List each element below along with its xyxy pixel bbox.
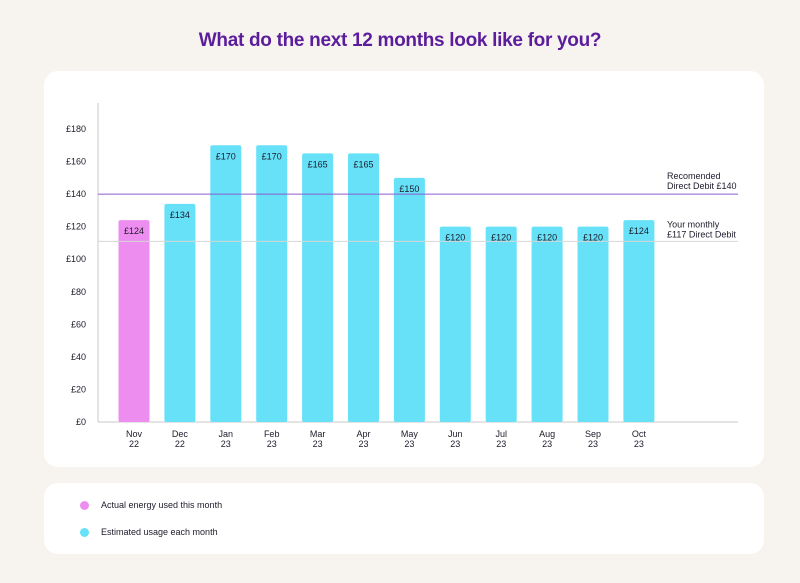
y-tick-label: £140 xyxy=(66,189,86,199)
x-tick-label-year: 22 xyxy=(175,439,185,449)
bar-apr-23 xyxy=(348,153,379,422)
x-tick-label-year: 23 xyxy=(313,439,323,449)
y-tick-label: £160 xyxy=(66,157,86,167)
x-tick-label-year: 23 xyxy=(404,439,414,449)
x-tick-label-month: Jul xyxy=(495,429,507,439)
legend-card: Actual energy used this month Estimated … xyxy=(44,483,764,554)
x-tick-label-year: 23 xyxy=(542,439,552,449)
bar-value-label: £150 xyxy=(399,184,419,194)
bar-value-label: £120 xyxy=(537,233,557,243)
y-tick-label: £0 xyxy=(76,417,86,427)
x-tick-label-year: 23 xyxy=(588,439,598,449)
bar-value-label: £124 xyxy=(124,226,144,236)
x-tick-label-year: 23 xyxy=(634,439,644,449)
x-tick-label-month: Sep xyxy=(585,429,601,439)
y-tick-label: £180 xyxy=(66,124,86,134)
legend-swatch-actual xyxy=(80,500,89,510)
bar-may-23 xyxy=(393,177,425,422)
current-debit-label: £117 Direct Debit xyxy=(667,229,736,239)
x-tick-label-month: Feb xyxy=(264,429,280,439)
x-tick-label-month: Jan xyxy=(219,429,234,439)
legend-item-actual: Actual energy used this month xyxy=(80,500,222,510)
bar-value-label: £124 xyxy=(629,226,649,236)
legend-item-estimated: Estimated usage each month xyxy=(80,527,218,537)
x-tick-label-year: 23 xyxy=(267,439,277,449)
bar-aug-23 xyxy=(531,226,563,422)
bar-value-label: £120 xyxy=(491,233,511,243)
recommended-debit-label: Recomended xyxy=(667,171,721,181)
bar-value-label: £165 xyxy=(353,159,373,169)
x-tick-label-year: 23 xyxy=(358,439,368,449)
bar-nov-22 xyxy=(118,220,150,422)
bar-sep-23 xyxy=(577,226,609,422)
y-tick-label: £100 xyxy=(66,254,86,264)
x-tick-label-month: Mar xyxy=(310,429,326,439)
y-tick-label: £20 xyxy=(71,384,86,394)
bar-chart: £0 £20 £40 £60 £80 £100 £120 £140 £160 £180 £124 No… xyxy=(66,103,738,449)
bar-jan-23 xyxy=(210,145,242,422)
bar-value-label: £170 xyxy=(262,151,282,161)
x-tick-label-month: Jun xyxy=(448,429,463,439)
x-tick-label-year: 23 xyxy=(450,439,460,449)
bar-jun-23 xyxy=(439,226,471,422)
page-title: What do the next 12 months look like for… xyxy=(198,30,602,51)
x-tick-label-month: Oct xyxy=(632,429,647,439)
y-tick-label: £60 xyxy=(71,319,86,329)
x-tick-label-month: Apr xyxy=(356,429,370,439)
y-tick-label: £80 xyxy=(71,287,86,297)
x-tick-label-year: 22 xyxy=(129,439,139,449)
recommended-debit-label: Direct Debit £140 xyxy=(667,181,737,191)
x-tick-label-year: 23 xyxy=(221,439,231,449)
bar-jul-23 xyxy=(485,226,517,422)
bar-value-label: £165 xyxy=(308,159,328,169)
bar-value-label: £120 xyxy=(583,233,603,243)
x-tick-label-month: May xyxy=(401,429,419,439)
current-debit-label: Your monthly xyxy=(667,219,720,229)
bar-dec-22 xyxy=(164,203,196,422)
x-tick-label-year: 23 xyxy=(496,439,506,449)
x-tick-label-month: Aug xyxy=(539,429,555,439)
bar-mar-23 xyxy=(302,153,334,422)
legend-label-actual: Actual energy used this month xyxy=(101,500,223,510)
bar-value-label: £120 xyxy=(445,233,465,243)
bar-oct-23 xyxy=(623,220,655,422)
y-tick-label: £120 xyxy=(66,222,86,232)
legend-swatch-estimated xyxy=(80,527,89,537)
y-tick-label: £40 xyxy=(71,352,86,362)
x-tick-label-month: Nov xyxy=(126,429,143,439)
bar-feb-23 xyxy=(256,145,288,422)
x-tick-label-month: Dec xyxy=(172,429,189,439)
legend-label-estimated: Estimated usage each month xyxy=(101,527,218,537)
chart-card: £0 £20 £40 £60 £80 £100 £120 £140 £160 £180 £124 No… xyxy=(44,71,764,467)
bar-value-label: £134 xyxy=(170,210,190,220)
bar-value-label: £170 xyxy=(216,151,236,161)
